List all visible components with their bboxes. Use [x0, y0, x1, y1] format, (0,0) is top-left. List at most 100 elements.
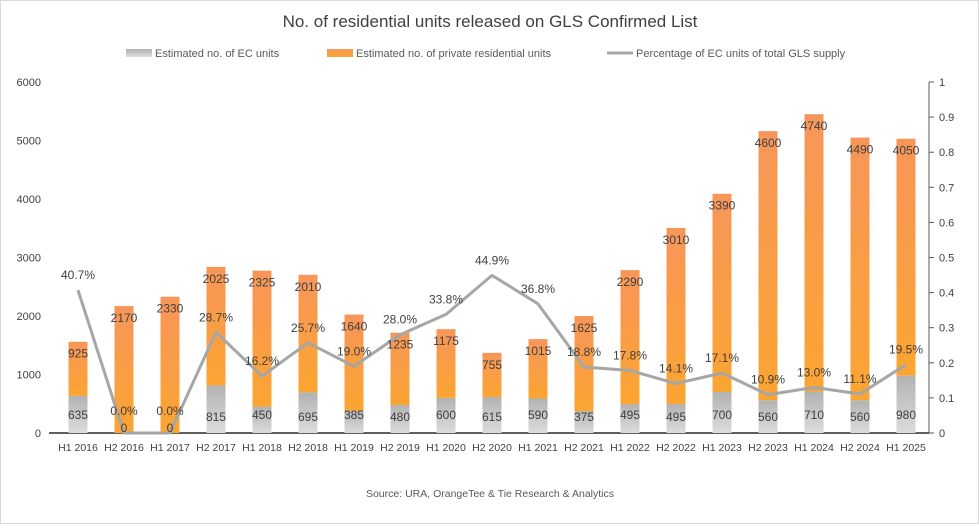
bar-ec-units: [758, 400, 778, 433]
y-right-tick-label: 0.4: [939, 288, 954, 300]
bar-ec-units: [482, 397, 502, 433]
bar-private-units: [252, 270, 272, 407]
data-label-percentage: 10.9%: [751, 373, 785, 387]
data-label-percentage: 25.7%: [291, 321, 325, 335]
x-tick-label: H2 2021: [564, 442, 604, 454]
y-right-tick-label: 0.9: [939, 112, 954, 124]
y-left-tick-label: 3000: [17, 253, 41, 265]
bar-ec-units: [252, 406, 272, 433]
legend: Estimated no. of EC units Estimated no. o…: [126, 48, 846, 60]
data-label-private: 4490: [847, 143, 874, 157]
bar-private-units: [68, 341, 88, 396]
bar-ec-units: [666, 404, 686, 433]
y-left-tick-label: 2000: [17, 311, 41, 323]
data-label-private: 2025: [203, 272, 230, 286]
legend-item: Estimated no. of private residential uni…: [327, 48, 552, 60]
data-label-private: 2330: [157, 302, 184, 316]
data-label-ec: 450: [252, 408, 272, 422]
x-tick-label: H2 2020: [472, 442, 512, 454]
y-right-tick-label: 0.6: [939, 217, 954, 229]
y-left-tick-label: 1000: [17, 370, 41, 382]
chart-title: No. of residential units released on GLS…: [283, 12, 698, 31]
data-label-private: 1625: [571, 321, 598, 335]
bar-private-units: [712, 193, 732, 393]
data-label-ec: 480: [390, 410, 410, 424]
data-label-percentage: 19.0%: [337, 344, 371, 358]
bar-private-units: [114, 306, 134, 433]
legend-label: Percentage of EC units of total GLS supp…: [636, 48, 846, 60]
bar-private-units: [804, 114, 824, 392]
data-label-ec: 375: [574, 410, 594, 424]
legend-item: Percentage of EC units of total GLS supp…: [607, 48, 846, 60]
data-label-ec: 590: [528, 408, 548, 422]
data-label-private: 4600: [755, 136, 782, 150]
data-label-percentage: 17.8%: [613, 349, 647, 363]
y-right-tick-label: 0: [939, 428, 945, 440]
data-label-private: 4740: [801, 119, 828, 133]
bar-private-units: [436, 329, 456, 398]
data-label-percentage: 11.1%: [843, 372, 876, 386]
x-tick-label: H1 2019: [334, 442, 374, 454]
data-label-ec: 700: [712, 408, 732, 422]
bar-private-units: [298, 274, 318, 393]
data-label-ec: 560: [758, 410, 778, 424]
bar-ec-units: [850, 400, 870, 433]
y-right-tick-label: 0.5: [939, 253, 954, 265]
data-label-percentage: 28.0%: [383, 313, 417, 327]
bar-private-units: [344, 314, 364, 411]
data-label-percentage: 17.1%: [705, 351, 739, 365]
bar-private-units: [758, 131, 778, 401]
data-label-percentage: 33.8%: [429, 292, 463, 306]
y-right-tick-label: 1: [939, 77, 945, 89]
data-label-private: 1640: [341, 320, 368, 334]
y-left-tick-label: 0: [35, 428, 41, 440]
y-right-tick-label: 0.7: [939, 182, 954, 194]
data-label-ec: 980: [896, 408, 916, 422]
bar-private-units: [482, 352, 502, 398]
data-label-ec: 0: [167, 421, 174, 435]
data-label-ec: 600: [436, 408, 456, 422]
bar-private-units: [850, 137, 870, 401]
x-tick-label: H1 2020: [426, 442, 466, 454]
x-tick-label: H2 2022: [656, 442, 696, 454]
legend-label: Estimated no. of EC units: [155, 48, 280, 60]
data-label-ec: 815: [206, 410, 226, 424]
x-tick-label: H1 2016: [58, 442, 98, 454]
bar-private-units: [528, 339, 548, 399]
line-ec-percentage: [76, 273, 907, 435]
data-label-private: 755: [482, 358, 502, 372]
data-label-private: 2325: [249, 276, 276, 290]
data-label-percentage: 36.8%: [521, 282, 555, 296]
bar-ec-units: [712, 392, 732, 433]
y-left-tick-label: 6000: [17, 77, 41, 89]
data-label-percentage: 40.7%: [61, 268, 95, 282]
bar-ec-units: [804, 391, 824, 433]
bar-ec-units: [528, 398, 548, 433]
data-label-ec: 385: [344, 408, 364, 422]
data-label-private: 2170: [111, 311, 138, 325]
data-label-ec: 695: [298, 410, 318, 424]
data-label-percentage: 16.2%: [245, 354, 279, 368]
bar-private-units: [160, 296, 180, 433]
bar-ec-units: [206, 385, 226, 433]
bar-private-units: [206, 266, 226, 386]
legend-item: Estimated no. of EC units: [126, 48, 280, 60]
legend-swatch: [126, 49, 152, 57]
x-tick-label: H1 2023: [702, 442, 742, 454]
data-label-percentage: 28.7%: [199, 310, 233, 324]
data-label-percentage: 19.5%: [889, 343, 923, 357]
y-right-tick-label: 0.3: [939, 323, 954, 335]
data-label-percentage: 18.8%: [567, 345, 601, 359]
data-label-private: 925: [68, 347, 88, 361]
x-tick-label: H2 2023: [748, 442, 788, 454]
x-tick-label: H1 2022: [610, 442, 650, 454]
bar-private-units: [620, 270, 640, 405]
data-label-ec: 0: [121, 421, 128, 435]
data-label-private: 1015: [525, 344, 552, 358]
bar-ec-units: [68, 395, 88, 433]
data-label-private: 3390: [709, 199, 736, 213]
data-label-percentage: 44.9%: [475, 253, 509, 267]
bar-ec-units: [436, 397, 456, 433]
bar-private-units: [666, 227, 686, 405]
